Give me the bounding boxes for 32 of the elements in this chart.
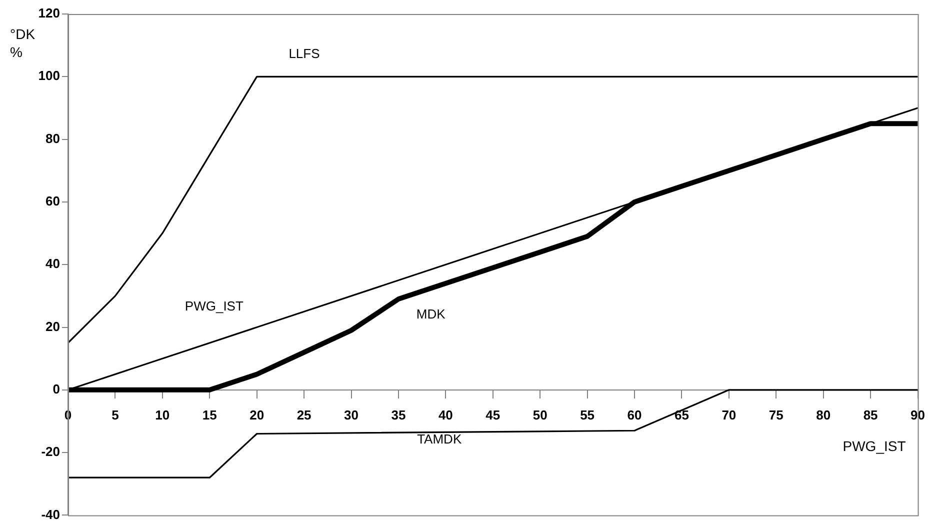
y-tick-label: 100: [38, 68, 60, 84]
y-tick-label: 120: [38, 6, 60, 21]
x-tick-label: 5: [112, 407, 119, 422]
y-tick-label: -40: [41, 506, 60, 522]
x-tick-label: 70: [722, 407, 736, 422]
x-axis-title: PWG_IST: [842, 438, 906, 454]
series-label: PWG_IST: [184, 298, 244, 314]
x-tick-label: 35: [391, 407, 406, 422]
x-tick-label: 60: [627, 407, 642, 422]
x-tick-label: 25: [296, 407, 312, 422]
x-tick-label: 85: [863, 407, 878, 422]
y-tick-label: 20: [46, 318, 60, 334]
x-tick-label: 20: [250, 407, 264, 422]
x-tick-label: 90: [910, 407, 926, 422]
y-tick-label: 0: [52, 381, 60, 396]
x-tick-label: 40: [438, 407, 453, 422]
x-tick-label: 30: [344, 407, 358, 422]
y-tick-label: 40: [46, 256, 60, 272]
x-tick-label: 10: [155, 407, 170, 422]
x-tick-label: 55: [580, 407, 595, 422]
series-label: TAMDK: [417, 432, 462, 447]
series-label: MDK: [416, 306, 446, 322]
series-label: LLFS: [288, 46, 320, 62]
x-tick-label: 15: [202, 407, 217, 422]
x-tick-label: 75: [768, 407, 784, 422]
y-tick-label: 60: [46, 194, 60, 209]
x-tick-label: 45: [486, 407, 500, 422]
x-tick-label: 50: [532, 407, 548, 422]
y-axis-title: °DK %: [10, 26, 36, 60]
y-tick-label: 80: [46, 130, 60, 146]
y-tick-label: -20: [41, 444, 60, 460]
x-tick-label: 80: [816, 407, 831, 422]
